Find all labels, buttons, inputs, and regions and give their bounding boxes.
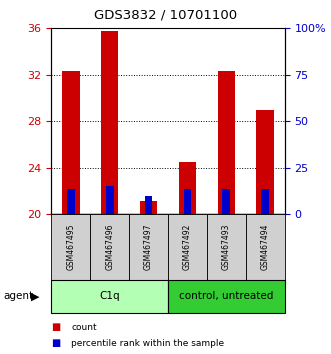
Text: GDS3832 / 10701100: GDS3832 / 10701100	[94, 9, 237, 22]
Bar	[217, 71, 235, 214]
Text: percentile rank within the sample: percentile rank within the sample	[71, 339, 224, 348]
Text: GSM467495: GSM467495	[66, 224, 75, 270]
Bar	[257, 110, 274, 214]
Bar	[145, 196, 152, 214]
Text: GSM467496: GSM467496	[105, 224, 114, 270]
Text: control, untreated: control, untreated	[179, 291, 273, 302]
Text: ▶: ▶	[30, 291, 39, 302]
Text: GSM467493: GSM467493	[222, 224, 231, 270]
Text: agent: agent	[3, 291, 33, 302]
Text: GSM467494: GSM467494	[261, 224, 270, 270]
Bar	[179, 162, 196, 214]
Bar	[261, 189, 269, 214]
Text: GSM467492: GSM467492	[183, 224, 192, 270]
Bar	[101, 31, 118, 214]
Bar	[106, 186, 114, 214]
Bar	[222, 189, 230, 214]
Bar	[183, 189, 191, 214]
Text: C1q: C1q	[99, 291, 120, 302]
Bar	[67, 189, 74, 214]
Text: ■: ■	[51, 322, 61, 332]
Bar	[140, 201, 157, 214]
Text: GSM467497: GSM467497	[144, 224, 153, 270]
Text: count: count	[71, 323, 97, 332]
Bar	[62, 71, 79, 214]
Text: ■: ■	[51, 338, 61, 348]
